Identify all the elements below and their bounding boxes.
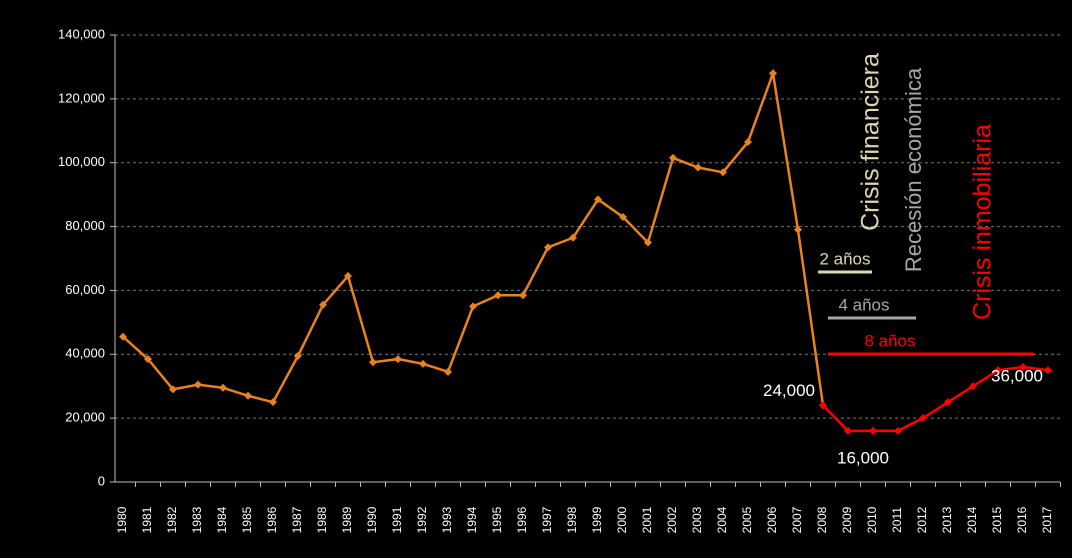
x-tick-label: 2009 xyxy=(840,506,854,533)
marker xyxy=(994,366,1002,375)
x-tick-label: 1993 xyxy=(440,506,454,533)
marker xyxy=(169,385,177,394)
x-tick-label: 1997 xyxy=(540,506,554,533)
marker xyxy=(819,401,827,410)
marker xyxy=(944,398,952,407)
x-tick-label: 1987 xyxy=(290,506,304,533)
y-tick-label: 60,000 xyxy=(65,282,105,297)
data-label: 36,000 xyxy=(991,367,1043,386)
marker xyxy=(369,358,377,367)
marker xyxy=(394,355,402,364)
marker xyxy=(344,272,352,281)
x-tick-label: 2003 xyxy=(690,506,704,533)
marker xyxy=(444,367,452,376)
x-tick-label: 1999 xyxy=(590,506,604,533)
marker xyxy=(1044,366,1052,375)
y-tick-label: 80,000 xyxy=(65,218,105,233)
x-tick-label: 1992 xyxy=(415,506,429,533)
marker xyxy=(1019,363,1027,372)
x-tick-label: 1981 xyxy=(140,506,154,533)
x-tick-label: 1985 xyxy=(240,506,254,533)
marker xyxy=(769,69,777,78)
x-tick-label: 2005 xyxy=(740,506,754,533)
x-tick-label: 2000 xyxy=(615,506,629,533)
annotation: 8 años xyxy=(864,331,915,350)
marker xyxy=(569,233,577,242)
line xyxy=(822,365,1049,433)
y-tick-label: 140,000 xyxy=(58,26,105,41)
x-tick-label: 2012 xyxy=(915,506,929,533)
marker xyxy=(919,414,927,423)
x-tick-label: 1989 xyxy=(340,506,354,533)
x-tick-label: 2004 xyxy=(715,506,729,533)
marker xyxy=(244,391,252,400)
data-label: 24,000 xyxy=(763,381,815,400)
y-tick-label: 20,000 xyxy=(65,410,105,425)
marker xyxy=(469,302,477,311)
marker xyxy=(969,382,977,391)
x-tick-label: 1991 xyxy=(390,506,404,533)
x-tick-label: 2006 xyxy=(765,506,779,533)
marker xyxy=(594,195,602,204)
x-tick-label: 2011 xyxy=(890,507,904,533)
marker xyxy=(794,225,802,234)
marker xyxy=(694,163,702,172)
x-tick-label: 2016 xyxy=(1015,506,1029,533)
x-tick-label: 1994 xyxy=(465,506,479,533)
marker xyxy=(519,291,527,300)
x-tick-label: 1990 xyxy=(365,506,379,533)
marker xyxy=(544,243,552,252)
x-tick-label: 2015 xyxy=(990,506,1004,533)
marker xyxy=(269,398,277,407)
x-tick-label: 1986 xyxy=(265,506,279,533)
marker xyxy=(144,355,152,364)
y-tick-label: 40,000 xyxy=(65,346,105,361)
x-tick-label: 2014 xyxy=(965,506,979,533)
marker xyxy=(619,212,627,221)
x-tick-label: 1982 xyxy=(165,506,179,533)
marker xyxy=(219,383,227,392)
annotation: Crisis inmobiliaria xyxy=(969,124,997,320)
marker xyxy=(719,168,727,177)
x-tick-label: 1995 xyxy=(490,506,504,533)
x-tick-label: 2010 xyxy=(865,506,879,533)
marker xyxy=(869,426,877,435)
x-tick-label: 1980 xyxy=(115,506,129,533)
x-tick-label: 2017 xyxy=(1040,506,1054,533)
marker xyxy=(194,380,202,389)
x-tick-label: 1984 xyxy=(215,506,229,533)
marker xyxy=(744,137,752,146)
x-tick-label: 2013 xyxy=(940,506,954,533)
annotation: Crisis financiera xyxy=(857,53,885,231)
marker xyxy=(494,291,502,300)
annotation: 2 años xyxy=(819,249,870,268)
annotation: Recesión económica xyxy=(901,67,926,272)
x-tick-label: 1998 xyxy=(565,506,579,533)
x-tick-label: 1988 xyxy=(315,506,329,533)
marker xyxy=(294,351,302,360)
x-tick-label: 2007 xyxy=(790,506,804,533)
annotation: 4 años xyxy=(838,295,889,314)
x-tick-label: 2001 xyxy=(640,506,654,533)
marker xyxy=(644,238,652,247)
x-tick-label: 2002 xyxy=(665,506,679,533)
data-label: 16,000 xyxy=(837,448,889,467)
x-tick-label: 1996 xyxy=(515,506,529,533)
marker xyxy=(844,426,852,435)
marker xyxy=(119,332,127,341)
x-tick-label: 2008 xyxy=(815,506,829,533)
marker xyxy=(894,426,902,435)
x-tick-label: 1983 xyxy=(190,506,204,533)
y-tick-label: 0 xyxy=(98,473,105,488)
marker xyxy=(669,153,677,162)
y-tick-label: 100,000 xyxy=(58,154,105,169)
y-tick-label: 120,000 xyxy=(58,90,105,105)
marker xyxy=(319,300,327,309)
marker xyxy=(419,359,427,368)
